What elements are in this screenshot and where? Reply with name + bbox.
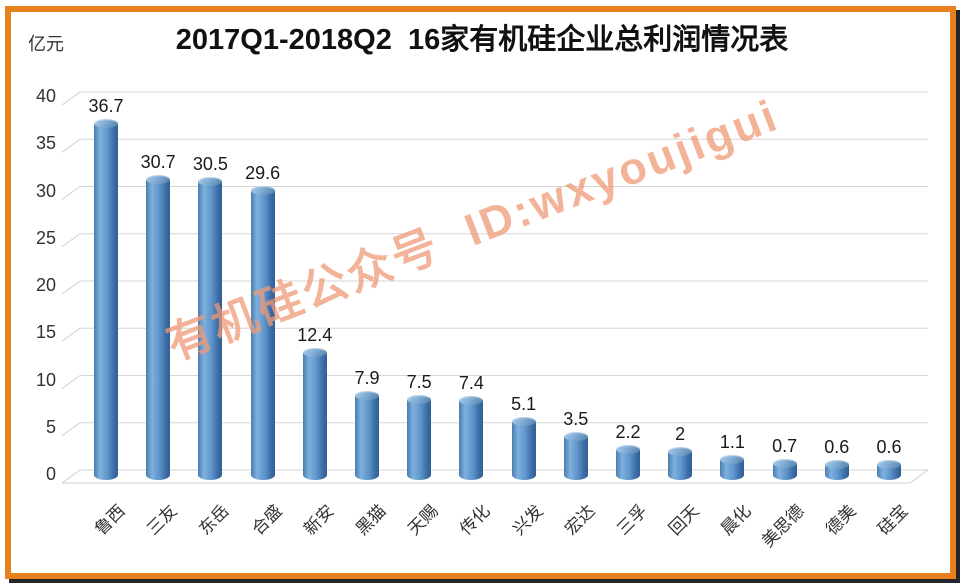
y-axis-tick-label: 30	[35, 180, 56, 201]
bar-cylinder-top	[616, 444, 640, 454]
y-axis-tick-label: 15	[35, 322, 56, 343]
bar-value-label: 30.5	[192, 154, 228, 175]
bar-cylinder	[459, 400, 484, 480]
bar-value-label: 2	[675, 423, 686, 444]
bar-cylinder-top	[668, 446, 693, 456]
y-axis-tick-label: 20	[35, 275, 56, 295]
bar-value-label: 2.2	[615, 421, 641, 442]
bar-cylinder	[302, 352, 327, 480]
bar-value-label: 7.9	[354, 367, 380, 388]
bar-cylinder-top	[824, 459, 849, 469]
bar-cylinder	[511, 421, 536, 480]
bar-value-label: 7.4	[458, 372, 484, 393]
bar-cylinder	[198, 181, 223, 480]
y-axis-tick-label: 0	[45, 464, 56, 484]
bar-value-label: 3.5	[563, 409, 589, 430]
bar-cylinder	[668, 451, 693, 480]
bar-value-label: 36.7	[88, 95, 124, 116]
bar-cylinder-top	[459, 395, 484, 405]
bar-cylinder-top	[250, 185, 275, 195]
bar-cylinder-top	[720, 455, 745, 465]
bar-cylinder-top	[302, 348, 327, 358]
y-axis-tick-label: 25	[35, 227, 56, 248]
bar-cylinder-top	[407, 394, 432, 404]
bar-value-label: 30.7	[140, 152, 176, 173]
bar-cylinder	[720, 459, 745, 480]
bar-value-label: 1.1	[719, 432, 745, 453]
bar-value-label: 29.6	[245, 162, 281, 183]
chart-title: 2017Q1-2018Q2 16家有机硅企业总利润情况表	[175, 24, 789, 56]
y-axis-unit-label: 亿元	[28, 34, 64, 54]
bar-cylinder-top	[146, 175, 171, 185]
bar-value-label: 0.6	[876, 436, 902, 457]
bar-value-label: 0.6	[824, 436, 850, 457]
bar-cylinder	[250, 190, 275, 480]
bar-cylinder-top	[877, 459, 901, 469]
bar-cylinder	[563, 436, 588, 480]
bar-cylinder-top	[511, 417, 536, 427]
bar-cylinder	[616, 449, 640, 480]
bar-cylinder-top	[94, 118, 118, 128]
bar-cylinder-top	[563, 432, 588, 442]
y-axis-tick-label: 5	[45, 416, 56, 437]
bar-value-label: 12.4	[297, 325, 333, 346]
y-axis-tick-label: 35	[35, 133, 56, 154]
y-axis-tick-label: 10	[35, 369, 56, 390]
y-axis-tick-label: 40	[35, 86, 56, 106]
bar-value-label: 5.1	[511, 394, 537, 415]
bar-cylinder-top	[772, 458, 797, 468]
bar-cylinder	[94, 123, 118, 480]
bar-cylinder-top	[198, 177, 223, 187]
bar-value-label: 7.5	[406, 371, 432, 392]
bar-cylinder	[407, 399, 432, 480]
bar-cylinder-top	[355, 390, 379, 400]
bar-cylinder	[146, 179, 171, 480]
bar-cylinder	[355, 395, 379, 480]
bar-value-label: 0.7	[772, 435, 798, 456]
